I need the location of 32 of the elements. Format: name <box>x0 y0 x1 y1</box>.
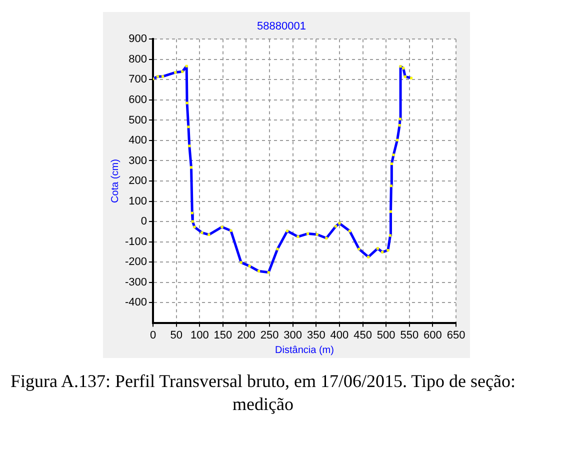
y-tick-label: 500 <box>128 114 148 126</box>
x-tick-label: 400 <box>330 329 349 342</box>
y-tick-label: -100 <box>124 236 148 248</box>
chart-title: 58880001 <box>257 20 306 33</box>
x-tick-label: 650 <box>446 329 466 342</box>
x-tick-label: 150 <box>214 329 232 342</box>
y-tick-label: -200 <box>124 256 148 268</box>
x-tick-label: 250 <box>260 329 279 342</box>
y-tick-label: -400 <box>124 296 148 309</box>
x-tick-label: 50 <box>170 329 182 342</box>
x-axis-title: Distância (m) <box>275 344 334 356</box>
x-tick-label: 350 <box>306 329 326 342</box>
y-tick-label: 700 <box>128 74 148 86</box>
x-tick-label: 100 <box>190 329 209 342</box>
x-tick-label: 300 <box>284 329 302 342</box>
y-tick-label: 900 <box>128 33 148 46</box>
y-tick-label: -300 <box>124 276 148 288</box>
x-tick-label: 450 <box>354 329 372 342</box>
x-tick-label: 550 <box>400 329 419 342</box>
y-tick-label: 800 <box>128 53 148 66</box>
x-tick-label: 200 <box>237 329 256 342</box>
y-tick-label: 600 <box>128 94 148 106</box>
x-tick-label: 600 <box>424 329 442 342</box>
y-tick-label: 200 <box>128 175 148 188</box>
y-axis-title: Cota (cm) <box>110 159 121 203</box>
x-tick-label: 500 <box>376 329 396 342</box>
y-tick-label: 300 <box>128 154 148 167</box>
y-tick-label: 400 <box>128 134 148 147</box>
text: Figura A.137: Perfil Transversal bruto, em 17/06/2015. Tipo de seção: medição <box>10 370 516 416</box>
y-tick-label: 100 <box>128 195 148 208</box>
y-tick-label: 0 <box>140 216 148 228</box>
x-tick-label: 0 <box>150 329 156 342</box>
